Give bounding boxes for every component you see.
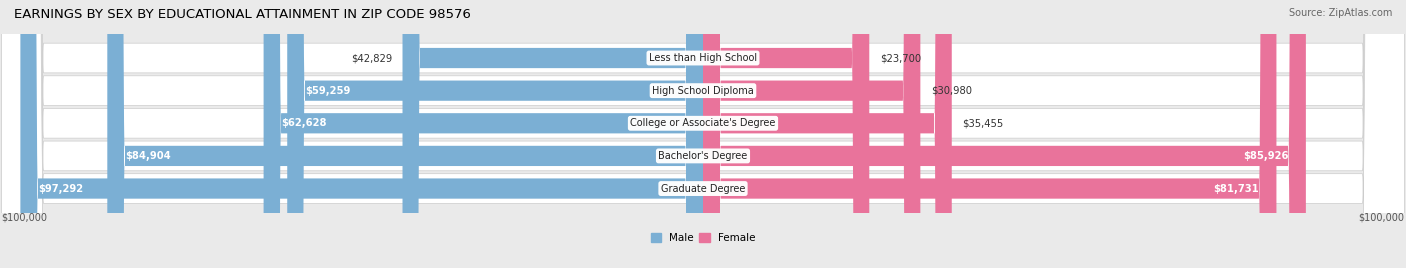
Text: $30,980: $30,980 — [931, 86, 972, 96]
FancyBboxPatch shape — [703, 0, 869, 268]
FancyBboxPatch shape — [703, 0, 952, 268]
Text: $59,259: $59,259 — [305, 86, 350, 96]
Text: $97,292: $97,292 — [38, 184, 83, 193]
Text: Bachelor's Degree: Bachelor's Degree — [658, 151, 748, 161]
Text: EARNINGS BY SEX BY EDUCATIONAL ATTAINMENT IN ZIP CODE 98576: EARNINGS BY SEX BY EDUCATIONAL ATTAINMEN… — [14, 8, 471, 21]
Text: College or Associate's Degree: College or Associate's Degree — [630, 118, 776, 128]
FancyBboxPatch shape — [263, 0, 703, 268]
FancyBboxPatch shape — [703, 0, 1306, 268]
FancyBboxPatch shape — [107, 0, 703, 268]
Text: $42,829: $42,829 — [350, 53, 392, 63]
Text: $100,000: $100,000 — [1, 212, 48, 222]
Text: $85,926: $85,926 — [1243, 151, 1288, 161]
FancyBboxPatch shape — [402, 0, 703, 268]
Text: $62,628: $62,628 — [281, 118, 326, 128]
Text: $84,904: $84,904 — [125, 151, 170, 161]
FancyBboxPatch shape — [287, 0, 703, 268]
FancyBboxPatch shape — [703, 0, 1277, 268]
Text: $100,000: $100,000 — [1358, 212, 1405, 222]
FancyBboxPatch shape — [21, 0, 703, 268]
Text: Source: ZipAtlas.com: Source: ZipAtlas.com — [1288, 8, 1392, 18]
FancyBboxPatch shape — [703, 0, 921, 268]
Text: Less than High School: Less than High School — [650, 53, 756, 63]
Legend: Male, Female: Male, Female — [647, 229, 759, 247]
Text: Graduate Degree: Graduate Degree — [661, 184, 745, 193]
Text: High School Diploma: High School Diploma — [652, 86, 754, 96]
Text: $81,731: $81,731 — [1213, 184, 1258, 193]
Text: $35,455: $35,455 — [962, 118, 1004, 128]
Text: $23,700: $23,700 — [880, 53, 921, 63]
